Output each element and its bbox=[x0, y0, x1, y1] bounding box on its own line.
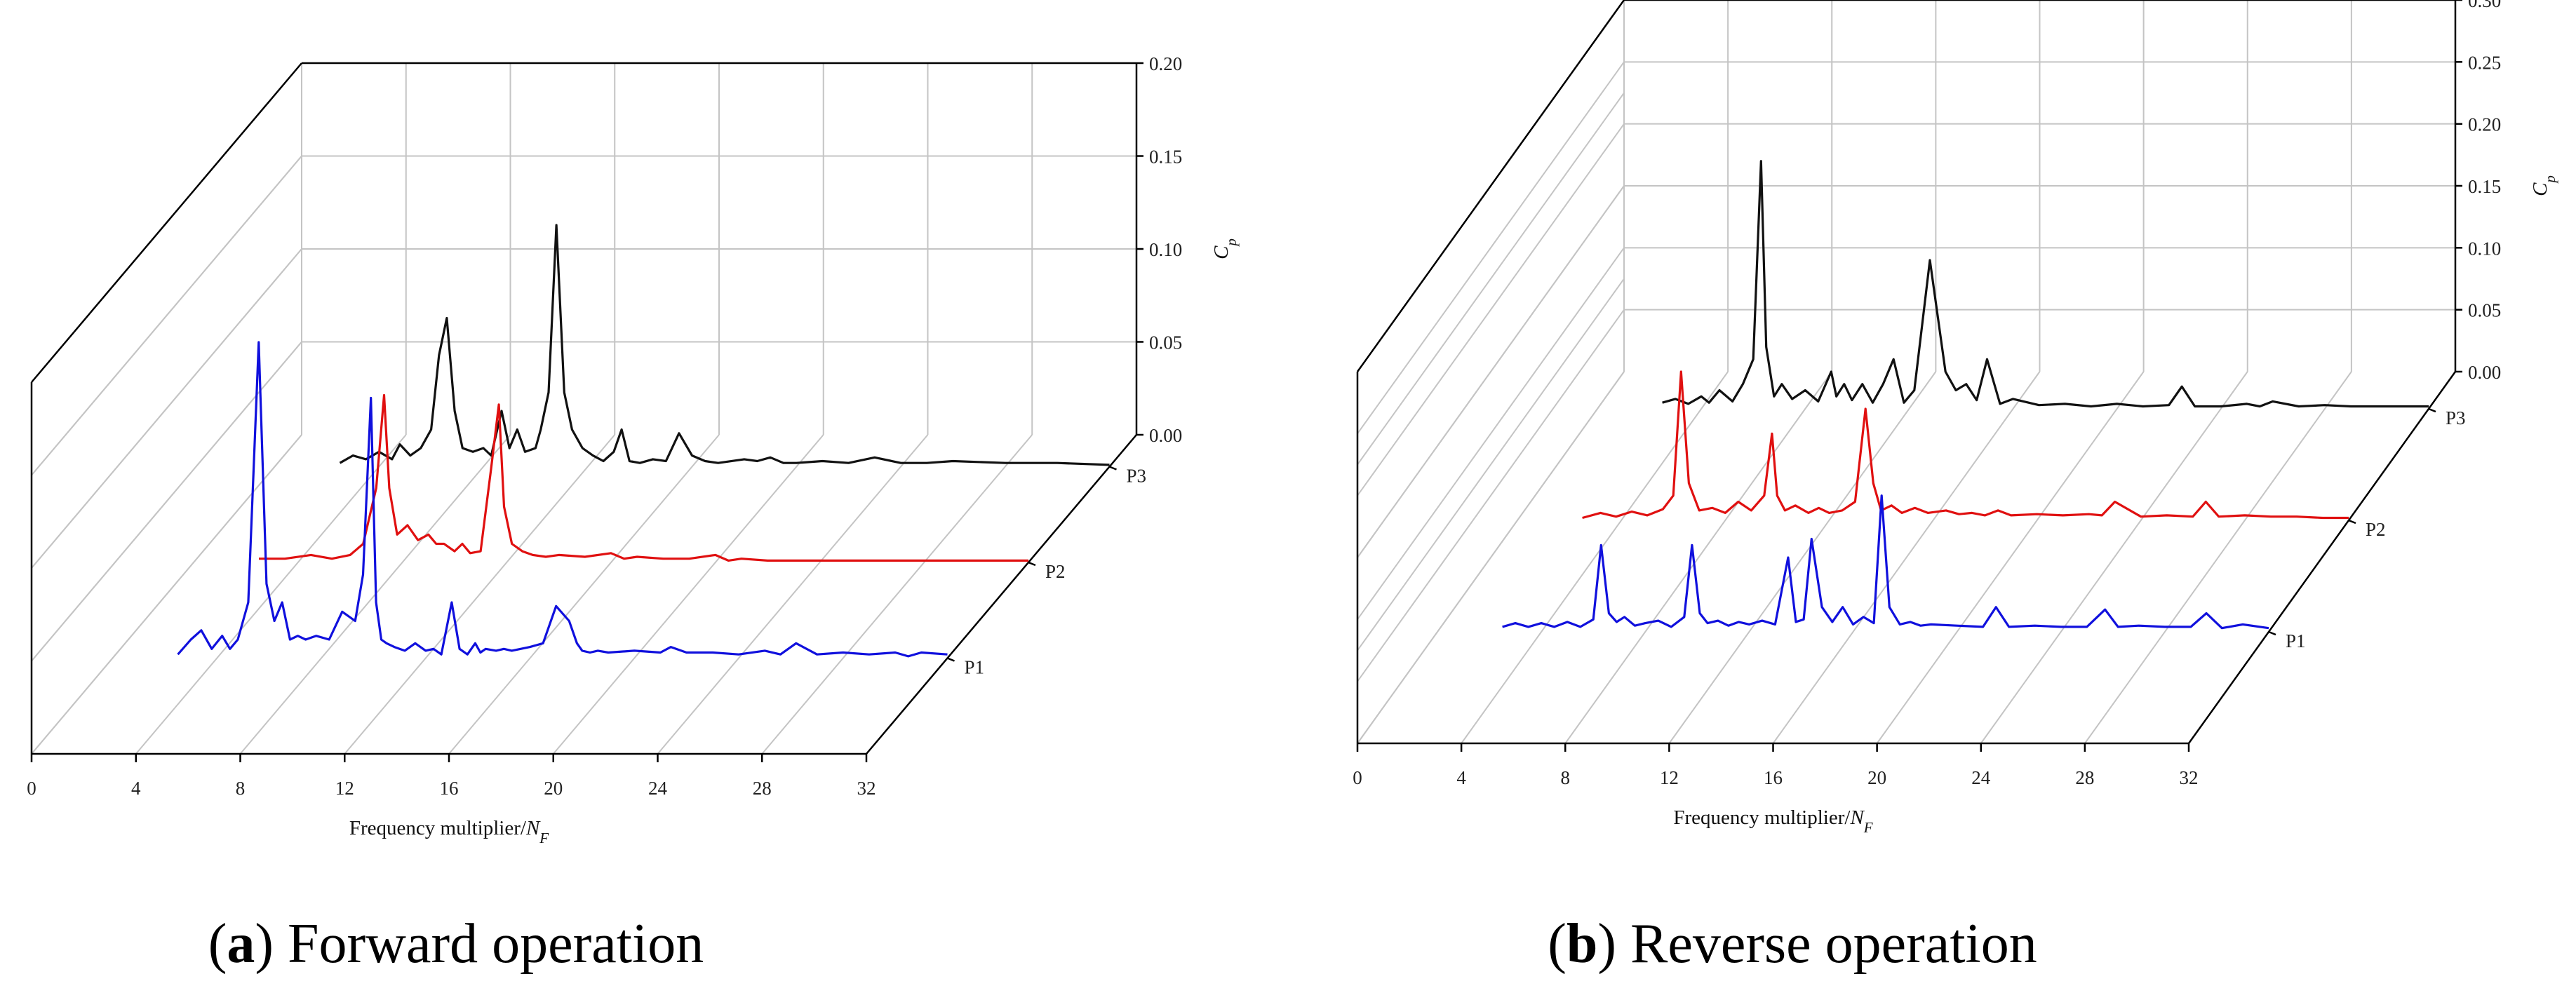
z-tick-label: 0.20 bbox=[1149, 53, 1182, 74]
x-tick-label: 4 bbox=[131, 778, 141, 799]
x-tick-label: 8 bbox=[1561, 767, 1571, 788]
z-axis-label-symbol: C bbox=[2529, 182, 2551, 196]
floor-gridline bbox=[1772, 371, 2041, 744]
side-wall-gridline bbox=[1357, 247, 1625, 620]
z-axis-label-subscript: p bbox=[2542, 175, 2558, 184]
side-wall-gridline bbox=[1357, 278, 1625, 651]
floor-gridline bbox=[31, 434, 302, 755]
x-axis-label: Frequency multiplier/NF bbox=[1673, 806, 1872, 836]
x-tick-label: 20 bbox=[544, 778, 563, 799]
x-tick-label: 32 bbox=[857, 778, 876, 799]
x-axis-label-symbol: N bbox=[1849, 806, 1865, 829]
x-tick-label: 12 bbox=[335, 778, 354, 799]
x-axis-label: Frequency multiplier/NF bbox=[349, 817, 549, 846]
series-line-p1 bbox=[1502, 494, 2269, 630]
z-tick-label: 0.15 bbox=[1149, 147, 1182, 168]
series-line-p3 bbox=[1662, 160, 2429, 408]
series-label-p2: P2 bbox=[1045, 561, 1066, 582]
side-wall-gridline bbox=[31, 248, 302, 569]
x-tick-label: 28 bbox=[2075, 767, 2094, 788]
series-line-p2 bbox=[1582, 370, 2349, 520]
side-wall-gridline bbox=[1357, 123, 1625, 496]
series-label-p1: P1 bbox=[2286, 630, 2306, 651]
side-wall-gridline bbox=[1357, 92, 1625, 466]
frame-edge bbox=[1356, 0, 1625, 372]
series-label-p1: P1 bbox=[965, 657, 985, 678]
floor-gridline bbox=[1357, 371, 1625, 744]
floor-gridline bbox=[2084, 371, 2352, 744]
series-line-p1 bbox=[177, 341, 948, 658]
floor-gridline bbox=[1564, 371, 1833, 744]
z-tick-label: 0.00 bbox=[2468, 362, 2501, 383]
caption-b: (b) Reverse operation bbox=[1548, 913, 2037, 975]
series-line-p3 bbox=[339, 224, 1110, 466]
x-tick-label: 24 bbox=[1971, 767, 1991, 788]
floor-gridline bbox=[1668, 371, 1937, 744]
floor-gridline bbox=[1980, 371, 2248, 744]
caption-a-text: Forward operation bbox=[288, 913, 704, 975]
depth-axis-line bbox=[866, 434, 1137, 755]
z-tick-label: 0.10 bbox=[2468, 238, 2501, 259]
depth-tick-mark bbox=[1028, 561, 1036, 567]
z-tick-label: 0.30 bbox=[2468, 0, 2501, 11]
z-tick-label: 0.15 bbox=[2468, 176, 2501, 197]
floor-gridline bbox=[1876, 371, 2145, 744]
series-line-p2 bbox=[259, 393, 1028, 562]
depth-tick-mark bbox=[2348, 519, 2356, 525]
floor-gridline bbox=[552, 434, 824, 755]
x-tick-label: 4 bbox=[1456, 767, 1466, 788]
caption-a: (a) Forward operation bbox=[208, 913, 704, 975]
series-label-p3: P3 bbox=[2446, 407, 2466, 428]
z-tick-label: 0.10 bbox=[1149, 239, 1182, 260]
x-tick-label: 24 bbox=[648, 778, 668, 799]
side-wall-gridline bbox=[31, 155, 302, 476]
panel-a-chart: 0 4 8 12 16 20 24 28 32 0.00 0.05 0.10 0.15 0.20 Cp Fre… bbox=[27, 53, 1240, 846]
floor-gridline bbox=[448, 434, 720, 755]
floor-gridline bbox=[657, 434, 929, 755]
floor-gridline bbox=[1461, 371, 1729, 744]
z-axis-label-subscript: p bbox=[1223, 238, 1240, 248]
side-wall-gridline bbox=[1357, 185, 1625, 558]
panel-b-chart: 0 4 8 12 16 20 24 28 32 0.00 0.05 0.10 0.15 0.20 0.25 0… bbox=[1353, 0, 2558, 836]
caption-a-letter: a bbox=[227, 913, 255, 975]
x-tick-label: 16 bbox=[440, 778, 459, 799]
series-label-p2: P2 bbox=[2366, 519, 2386, 540]
z-axis-label: Cp bbox=[1210, 238, 1240, 259]
x-tick-label: 8 bbox=[236, 778, 246, 799]
x-tick-label: 0 bbox=[27, 778, 36, 799]
side-wall-gridline bbox=[1357, 309, 1625, 682]
x-axis-label-symbol: N bbox=[525, 817, 541, 839]
x-tick-label: 12 bbox=[1660, 767, 1679, 788]
floor-gridline bbox=[761, 434, 1033, 755]
caption-b-text: Reverse operation bbox=[1630, 913, 2037, 975]
z-axis-label: Cp bbox=[2529, 175, 2558, 196]
z-tick-label: 0.05 bbox=[1149, 332, 1182, 353]
x-axis-label-text: Frequency multiplier/ bbox=[349, 817, 527, 839]
x-axis-label-text: Frequency multiplier/ bbox=[1673, 806, 1851, 829]
x-tick-label: 20 bbox=[1867, 767, 1886, 788]
x-axis-label-subscript: F bbox=[1863, 819, 1873, 836]
x-axis-label-subscript: F bbox=[539, 830, 549, 846]
floor-gridline bbox=[344, 434, 616, 755]
x-tick-label: 0 bbox=[1353, 767, 1362, 788]
depth-axis-line bbox=[2187, 371, 2457, 744]
depth-tick-mark bbox=[2428, 407, 2436, 413]
z-tick-label: 0.00 bbox=[1149, 425, 1182, 446]
depth-tick-mark bbox=[2268, 630, 2276, 636]
depth-tick-mark bbox=[1109, 466, 1117, 471]
depth-tick-mark bbox=[947, 657, 955, 662]
caption-b-letter: b bbox=[1567, 913, 1598, 975]
x-tick-label: 16 bbox=[1764, 767, 1783, 788]
floor-gridline bbox=[135, 434, 407, 755]
z-tick-label: 0.20 bbox=[2468, 114, 2501, 135]
z-tick-label: 0.05 bbox=[2468, 300, 2501, 321]
side-wall-gridline bbox=[1357, 61, 1625, 434]
z-axis-label-symbol: C bbox=[1210, 245, 1233, 259]
frame-edge bbox=[31, 62, 302, 383]
x-tick-label: 28 bbox=[753, 778, 772, 799]
z-tick-label: 0.25 bbox=[2468, 52, 2501, 73]
series-label-p3: P3 bbox=[1127, 466, 1147, 487]
x-tick-label: 32 bbox=[2180, 767, 2199, 788]
